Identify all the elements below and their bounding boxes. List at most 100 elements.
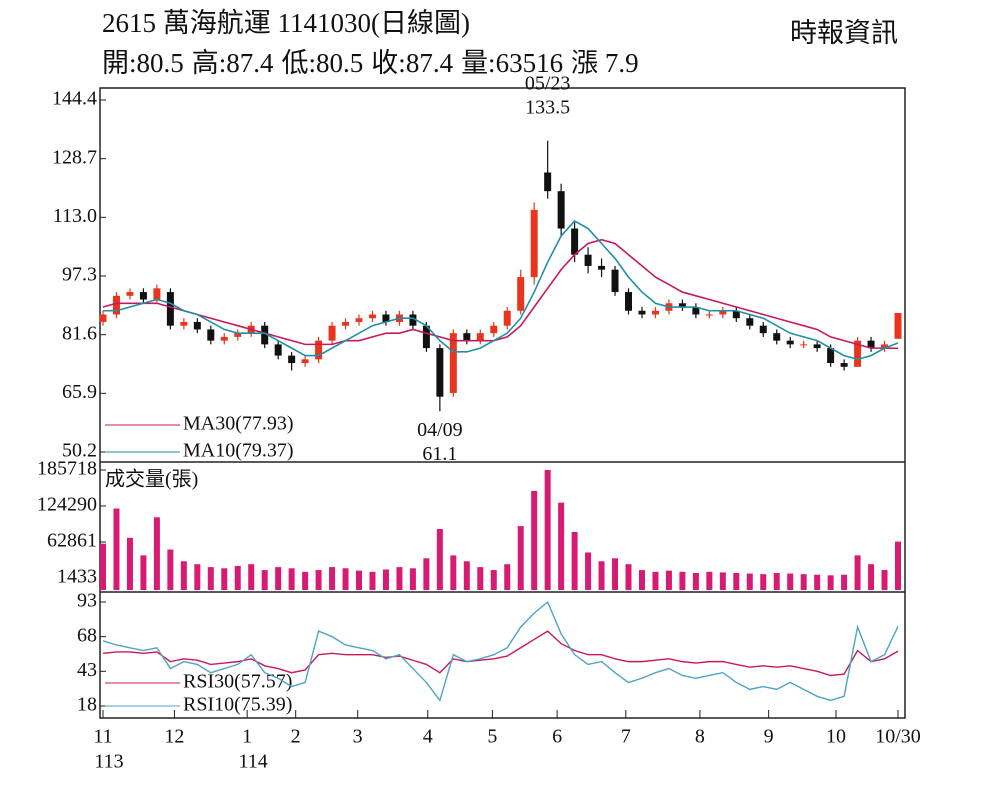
candle-body [139,292,147,300]
candle-body [759,325,767,334]
volume-bar [423,558,430,590]
volume-bar [652,571,659,590]
candle-body [112,295,120,315]
candle-body [517,277,525,311]
volume-bar [167,549,174,590]
candle-body [449,333,457,393]
y-tick-label: 1433 [57,566,97,588]
x-tick-label: 10 [826,726,846,748]
volume-bar [315,570,322,590]
y-tick-label: 97.3 [62,264,97,286]
volume-bar [571,531,578,590]
rsi-line [102,630,899,677]
y-tick-label: 113.0 [53,205,97,227]
volume-bar [868,564,875,590]
volume-bar [800,574,807,590]
volume-bar [558,502,565,590]
annotation-date: 04/09 [417,419,463,441]
candle-body [274,344,282,356]
volume-bar [841,574,848,590]
y-tick-label: 62861 [47,530,97,552]
volume-bar [180,561,187,590]
volume-bar [382,569,389,590]
x-tick-label: 9 [764,726,774,748]
volume-bar [126,537,133,590]
volume-bar [585,552,592,590]
volume-bar [760,574,767,590]
x-tick-label: 2 [291,726,301,748]
candle-body [382,314,390,322]
stat-label: 低: [282,48,317,78]
year-label: 113 [94,751,123,773]
volume-bar [275,567,282,590]
candle-body [598,265,606,270]
candle-body [234,333,242,337]
candle-body [705,314,713,316]
volume-bar [679,571,686,590]
stat-label: 量: [461,48,496,78]
candle-body [827,348,835,364]
x-tick-label: 7 [621,726,631,748]
volume-bar [881,570,888,590]
volume-bar [396,567,403,590]
year-label: 114 [239,751,268,773]
volume-bar [612,558,619,590]
x-tick-label: 10/30 [875,726,921,748]
candle-body [436,348,444,397]
volume-bar [598,561,605,590]
stat-label: 收: [371,48,406,78]
volume-bar [221,568,228,590]
candle-body [854,340,862,367]
x-tick-label: 5 [487,726,497,748]
candle-body [315,340,323,360]
candle-body [584,254,592,266]
candle-body [894,312,902,339]
x-tick-label: 12 [164,726,184,748]
candle-body [678,303,686,308]
ma-line [102,238,899,350]
legend-label: RSI10(75.39) [183,694,292,716]
x-tick-label: 6 [552,726,562,748]
volume-bar [302,571,309,590]
chart-title: 2615 萬海航運 1141030(日線圖) [102,8,470,38]
candle-body [153,288,161,300]
stat-value: 7.9 [605,48,639,78]
legend-label: RSI30(57.57) [183,671,292,693]
y-tick-label: 93 [77,590,97,612]
stats: 開:80.5 高:87.4 低:80.5 收:87.4 量:63516 漲 7.9 [102,48,639,78]
candle-body [786,340,794,345]
candle-body [126,292,134,296]
volume-bar [100,543,106,590]
candle-body [651,310,659,315]
stat-value: 80.5 [316,48,363,78]
candle-body [800,344,808,346]
y-tick-label: 124290 [37,494,97,516]
candle-body [355,318,363,322]
volume-bar [436,529,443,590]
legend-label: MA30(77.93) [183,413,294,435]
volume-bar [450,555,457,590]
ma-line [103,220,899,361]
candle-body [571,228,579,255]
candle-body [342,321,350,326]
annotation-value: 133.5 [525,96,570,118]
candle-body [881,344,889,349]
volume-bar [692,572,699,590]
x-tick-label: 8 [695,726,705,748]
volume-bar [409,568,416,590]
volume-bar [248,564,255,590]
volume-bar [234,565,241,590]
candle-body [544,172,552,192]
volume-bar [194,564,201,590]
candle-body [422,325,430,349]
candle-body [867,340,875,349]
y-tick-label: 128.7 [52,146,97,168]
volume-bar [733,572,740,590]
y-tick-label: 43 [77,659,97,681]
candle-body [719,310,727,315]
annotation-value: 61.1 [422,443,457,465]
volume-bar [356,570,363,590]
volume-bar [342,568,349,590]
stat-value: 80.5 [137,48,184,78]
candle-body [368,314,376,319]
